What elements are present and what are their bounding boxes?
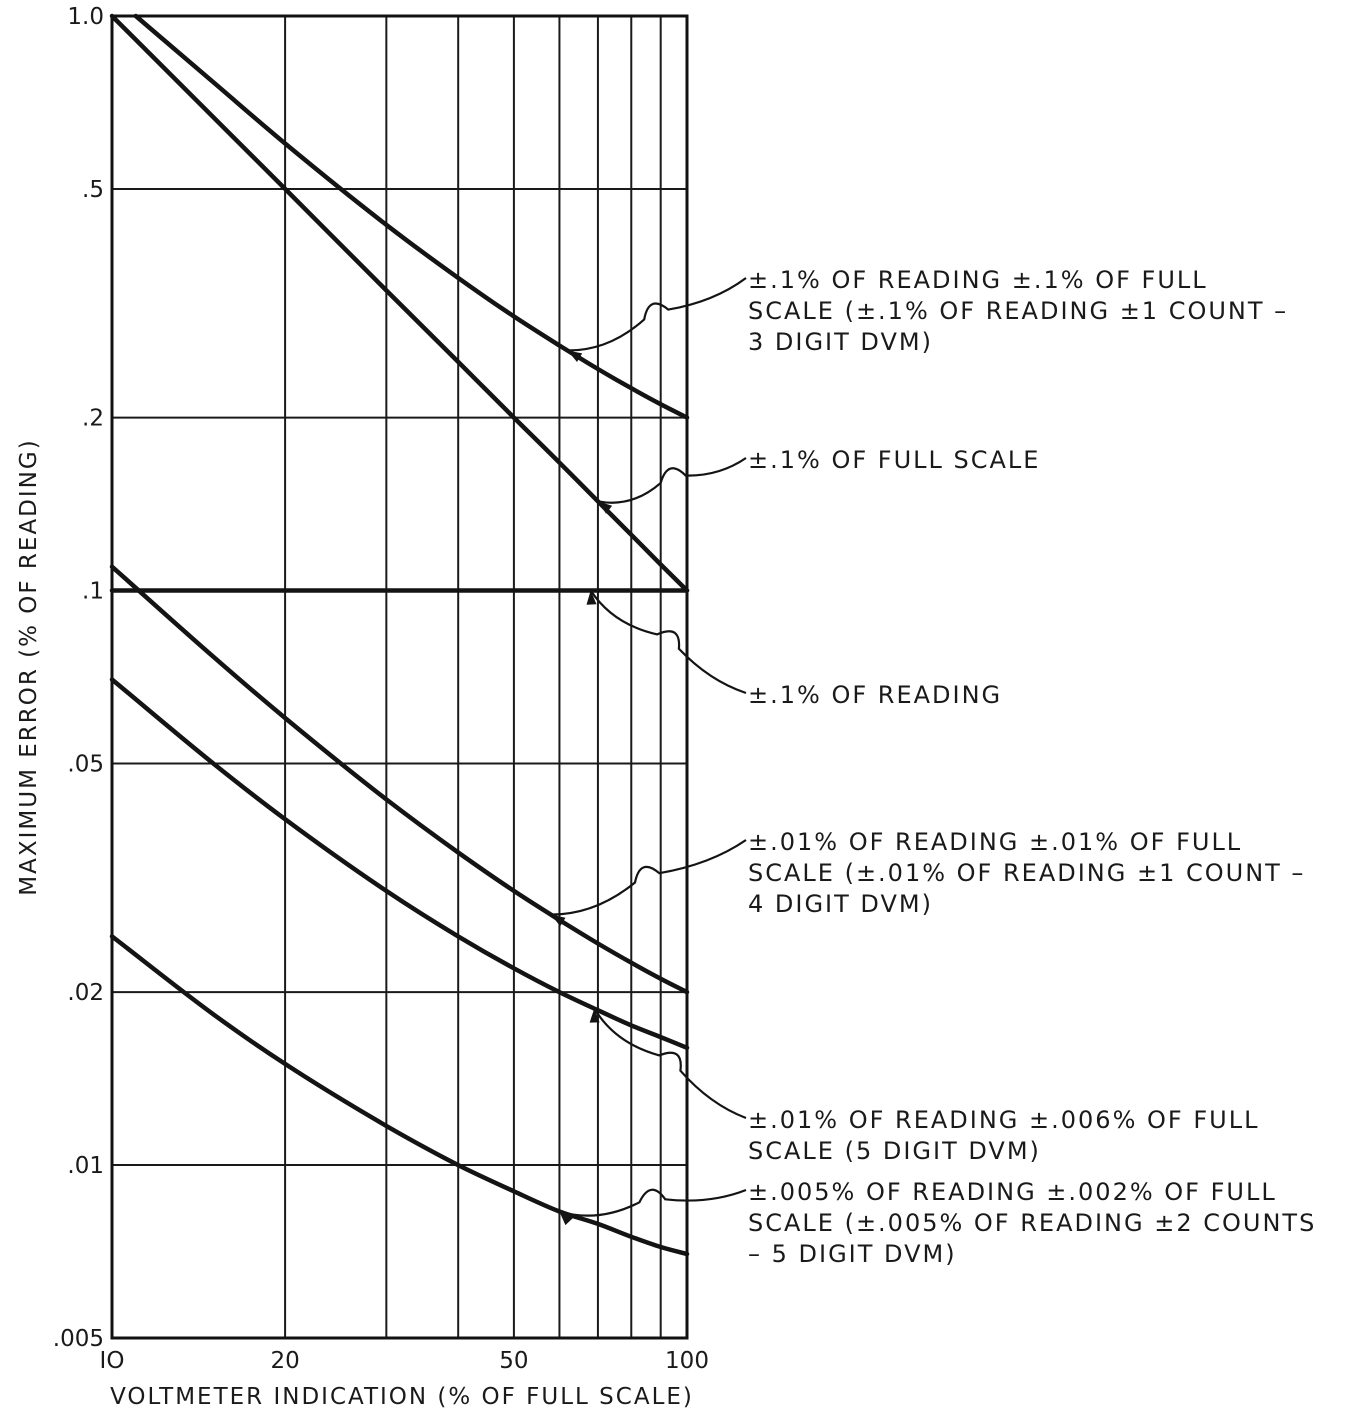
annotation-3: ±.01% OF READING ±.01% OF FULL SCALE (±.0… bbox=[550, 828, 1305, 927]
y-tick-label-3: .05 bbox=[67, 751, 104, 777]
x-tick-labels: IO 20 50 100 bbox=[100, 1348, 709, 1374]
annotation-leader-3 bbox=[550, 839, 747, 916]
annotation-arrowhead-1 bbox=[597, 501, 613, 514]
annotations: ±.1% OF READING ±.1% OF FULL SCALE (±.1% … bbox=[550, 266, 1316, 1268]
annotation-4: ±.01% OF READING ±.006% OF FULL SCALE (5 … bbox=[589, 1007, 1259, 1165]
annotation-leader-2 bbox=[589, 589, 747, 695]
y-tick-label-5: .2 bbox=[82, 406, 104, 432]
x-tick-label-2: 50 bbox=[499, 1348, 528, 1374]
annotation-0: ±.1% OF READING ±.1% OF FULL SCALE (±.1% … bbox=[567, 266, 1288, 362]
annotation-leader-5 bbox=[559, 1188, 747, 1217]
annotation-arrowhead-4 bbox=[589, 1008, 600, 1023]
series-line-4 bbox=[109, 677, 690, 1051]
annotation-5-line-1: SCALE (±.005% OF READING ±2 COUNTS bbox=[748, 1209, 1316, 1237]
annotation-4-line-0: ±.01% OF READING ±.006% OF FULL bbox=[748, 1106, 1259, 1134]
annotation-arrowhead-3 bbox=[551, 914, 566, 927]
annotation-arrowhead-0 bbox=[567, 350, 583, 362]
annotation-1: ±.1% OF FULL SCALE bbox=[597, 446, 1040, 514]
annotation-2: ±.1% OF READING bbox=[586, 589, 1002, 709]
annotation-4-line-1: SCALE (5 DIGIT DVM) bbox=[748, 1137, 1041, 1165]
grid bbox=[111, 15, 688, 1339]
x-tick-label-1: 20 bbox=[270, 1348, 299, 1374]
annotation-3-line-0: ±.01% OF READING ±.01% OF FULL bbox=[748, 828, 1242, 856]
plot-frame bbox=[110, 14, 689, 1340]
series-line-5 bbox=[109, 934, 690, 1257]
annotation-3-line-1: SCALE (±.01% OF READING ±1 COUNT – bbox=[748, 859, 1305, 887]
annotation-arrowhead-5 bbox=[559, 1211, 573, 1226]
curves bbox=[109, 13, 690, 1257]
y-tick-label-7: 1.0 bbox=[67, 4, 104, 30]
annotation-leader-4 bbox=[593, 1007, 747, 1120]
y-tick-label-2: .02 bbox=[67, 980, 104, 1006]
annotation-0-line-2: 3 DIGIT DVM) bbox=[748, 328, 933, 356]
annotation-leader-0 bbox=[567, 277, 747, 352]
y-tick-label-0: .005 bbox=[53, 1326, 104, 1352]
annotation-3-line-2: 4 DIGIT DVM) bbox=[748, 890, 933, 918]
y-tick-labels: .005 .01 .02 .05 .1 .2 .5 1.0 bbox=[53, 4, 104, 1352]
x-tick-label-0: IO bbox=[100, 1348, 125, 1374]
y-tick-label-1: .01 bbox=[67, 1153, 104, 1179]
annotation-0-line-0: ±.1% OF READING ±.1% OF FULL bbox=[748, 266, 1208, 294]
annotation-5-line-0: ±.005% OF READING ±.002% OF FULL bbox=[748, 1178, 1277, 1206]
annotation-1-line-0: ±.1% OF FULL SCALE bbox=[748, 446, 1040, 474]
x-tick-label-3: 100 bbox=[665, 1348, 709, 1374]
y-axis-title: MAXIMUM ERROR (% OF READING) bbox=[16, 438, 42, 895]
y-tick-label-6: .5 bbox=[82, 177, 104, 203]
x-axis-title: VOLTMETER INDICATION (% OF FULL SCALE) bbox=[110, 1384, 694, 1410]
annotation-arrowhead-2 bbox=[586, 590, 597, 605]
annotation-2-line-0: ±.1% OF READING bbox=[748, 681, 1002, 709]
annotation-5-line-2: – 5 DIGIT DVM) bbox=[748, 1240, 957, 1268]
series-line-1 bbox=[109, 13, 690, 593]
annotation-leader-1 bbox=[597, 457, 747, 504]
annotation-5: ±.005% OF READING ±.002% OF FULL SCALE (±… bbox=[559, 1178, 1316, 1268]
y-tick-label-4: .1 bbox=[82, 579, 104, 605]
series-line-0 bbox=[133, 13, 690, 420]
series-line-3 bbox=[109, 564, 690, 995]
annotation-0-line-1: SCALE (±.1% OF READING ±1 COUNT – bbox=[748, 297, 1288, 325]
